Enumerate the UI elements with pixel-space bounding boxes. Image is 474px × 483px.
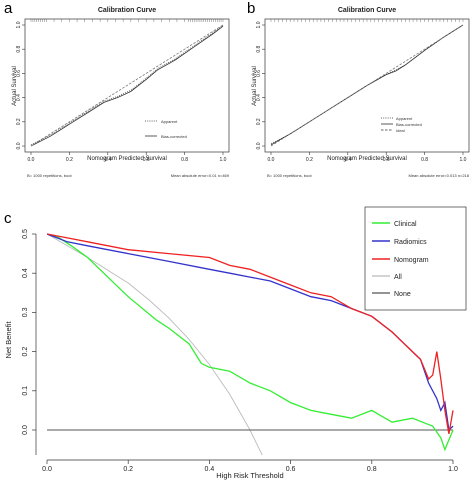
x-axis-label-c: High Risk Threshold	[216, 471, 283, 480]
y-tick-label-c: 0.5	[22, 229, 29, 239]
x-tick-label-b: 0.8	[421, 157, 428, 163]
legend-label-bias-corrected-a: Bias-corrected	[161, 134, 187, 139]
y-tick-label-c: 0.4	[22, 268, 29, 278]
x-tick-label-b: 1.0	[460, 157, 467, 163]
legend-b: Apparent Bias-corrected Ideal	[381, 116, 422, 133]
series-line-apparent-a	[30, 24, 224, 146]
x-axis-label-a: Nomogram Predicted Survival	[87, 156, 167, 162]
calibration-plot-b: Calibration Curve Nomogram Predicted Sur…	[252, 7, 470, 178]
series-line-clinical	[47, 233, 454, 452]
x-tick-label-c: 0.6	[286, 466, 296, 473]
legend-label-all: All	[394, 274, 402, 281]
y-tick-label-a: 0.0	[16, 142, 22, 149]
decision-curve-c: High Risk Threshold Net Benefit Clinical…	[4, 206, 467, 480]
legend-label-nomogram: Nomogram	[394, 257, 429, 264]
y-tick-label-a: 0.8	[16, 46, 22, 53]
series-line-bias-corrected-a	[30, 25, 224, 147]
x-tick-label-a: 0.6	[143, 157, 150, 163]
series-line-ideal-b	[270, 24, 464, 147]
x-tick-label-b: 0.4	[344, 157, 351, 163]
y-tick-label-b: 0.8	[256, 46, 262, 53]
legend-a: Apparent Bias-corrected	[145, 119, 187, 139]
plot-frame-a	[24, 18, 230, 153]
series-line-nomogram	[47, 233, 454, 435]
legend-label-none: None	[394, 291, 411, 298]
series-line-radiomics	[47, 233, 454, 432]
y-tick-label-b: 1.0	[256, 21, 262, 28]
x-tick-label-a: 0.4	[104, 157, 111, 163]
legend-label-clinical: Clinical	[394, 221, 417, 228]
chart-title-a: Calibration Curve	[98, 7, 156, 14]
panel-label-a: a	[4, 0, 13, 17]
legend-label-apparent-a: Apparent	[161, 119, 178, 124]
x-tick-label-c: 1.0	[448, 466, 458, 473]
y-tick-label-a: 0.6	[16, 70, 22, 77]
legend-c: Clinical Radiomics Nomogram All None	[364, 206, 467, 311]
y-tick-label-a: 1.0	[16, 21, 22, 28]
legend-label-bias-corrected-b: Bias-corrected	[396, 122, 422, 127]
x-tick-label-c: 0.2	[123, 466, 133, 473]
x-tick-label-a: 0.8	[181, 157, 188, 163]
footnote-right-b: Mean absolute error=0.013 n=218	[409, 173, 470, 178]
series-line-all	[47, 233, 263, 456]
x-tick-label-a: 1.0	[220, 157, 227, 163]
y-tick-label-a: 0.4	[16, 94, 22, 101]
y-tick-label-a: 0.2	[16, 118, 22, 125]
footnote-right-a: Mean absolute error=0.01 n=469	[171, 173, 230, 178]
panel-label-b: b	[247, 0, 255, 17]
x-tick-label-c: 0.8	[367, 466, 377, 473]
x-tick-label-a: 0.2	[66, 157, 73, 163]
y-tick-label-c: 0.3	[22, 307, 29, 317]
x-axis-label-b: Nomogram Predicted Survival	[327, 156, 407, 162]
x-tick-label-b: 0.6	[383, 157, 390, 163]
y-axis-label-a: Actual Survival	[12, 66, 18, 106]
chart-title-b: Calibration Curve	[338, 7, 396, 14]
footnote-left-a: B= 1000 repetitions, boot	[27, 173, 72, 178]
x-tick-label-a: 0.0	[28, 157, 35, 163]
x-tick-label-c: 0.0	[42, 466, 52, 473]
y-tick-label-b: 0.4	[256, 94, 262, 101]
x-tick-label-c: 0.4	[205, 466, 215, 473]
x-tick-label-b: 0.2	[306, 157, 313, 163]
y-tick-label-b: 0.2	[256, 118, 262, 125]
y-tick-label-b: 0.6	[256, 70, 262, 77]
legend-label-apparent-b: Apparent	[396, 116, 413, 121]
y-tick-label-b: 0.0	[256, 142, 262, 149]
y-axis-label-c: Net Benefit	[4, 321, 13, 359]
panel-label-c: c	[4, 210, 12, 227]
y-tick-label-c: 0.1	[22, 386, 29, 396]
legend-label-ideal-b: Ideal	[396, 128, 405, 133]
legend-label-radiomics: Radiomics	[394, 239, 427, 246]
y-tick-label-c: 0.2	[22, 347, 29, 357]
footnote-left-b: B= 1000 repetitions, boot	[267, 173, 312, 178]
series-line-ideal-a	[30, 24, 224, 147]
calibration-plot-a: Calibration Curve Nomogram Predicted Sur…	[12, 7, 230, 178]
y-axis-label-b: Actual Survival	[252, 66, 258, 106]
y-tick-label-c: 0.0	[22, 425, 29, 435]
x-tick-label-b: 0.0	[268, 157, 275, 163]
